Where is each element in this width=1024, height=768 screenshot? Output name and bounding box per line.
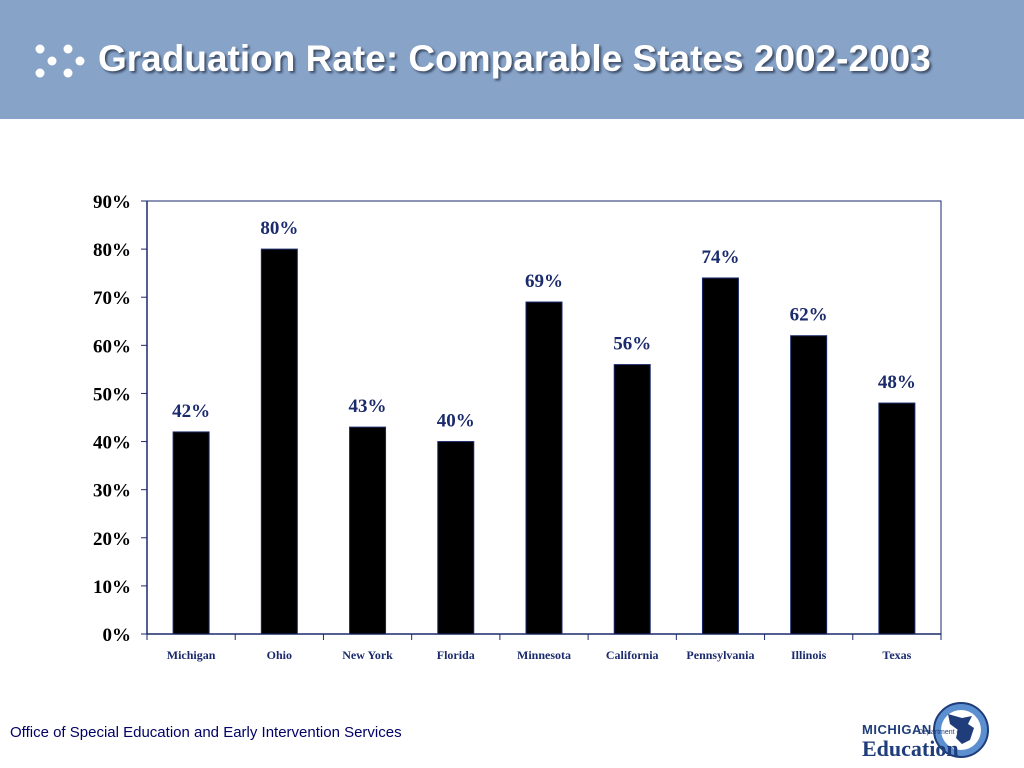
x-tick-label: Texas [882,648,911,662]
data-label: 74% [701,247,739,268]
y-tick-label: 60% [93,336,131,357]
y-tick-label: 90% [93,192,131,213]
bar-texas [878,402,916,635]
y-tick-label: 0% [103,625,132,646]
header-bar: Graduation Rate: Comparable States 2002-… [0,0,1024,119]
x-tick-label: Pennsylvania [686,648,754,662]
x-tick-label: Florida [437,648,475,662]
bar-michigan [172,431,210,635]
bullet-dots-icon [35,44,85,78]
bar-california [613,364,651,635]
bar-ohio [260,248,298,635]
michigan-state-icon [933,702,989,758]
data-label: 40% [437,411,475,432]
y-tick-label: 10% [93,577,131,598]
data-label: 43% [349,396,387,417]
y-tick-label: 30% [93,481,131,502]
michigan-education-logo: MICHIGAN Department of Education [858,700,998,764]
logo-line-department: Department of [918,729,963,736]
bar-florida [437,441,475,635]
logo-line-education: Education [862,736,959,761]
x-tick-label: Minnesota [517,648,571,662]
y-tick-label: 40% [93,433,131,454]
bar-minnesota [525,301,563,635]
data-label: 69% [525,271,563,292]
data-label: 42% [172,401,210,422]
y-tick-label: 70% [93,288,131,309]
x-tick-label: Ohio [267,648,292,662]
y-tick-label: 50% [93,384,131,405]
data-label: 48% [878,372,916,393]
logo-line-michigan: MICHIGAN [862,722,932,737]
y-tick-label: 80% [93,240,131,261]
x-tick-label: Illinois [791,648,827,662]
data-label: 56% [613,334,651,355]
y-tick-label: 20% [93,529,131,550]
x-tick-label: Michigan [167,648,216,662]
bar-new-york [349,426,387,635]
x-tick-label: New York [342,648,393,662]
x-tick-label: California [606,648,659,662]
footer-text: Office of Special Education and Early In… [10,724,402,741]
data-label: 62% [790,305,828,326]
data-label: 80% [260,218,298,239]
page-title: Graduation Rate: Comparable States 2002-… [98,38,931,79]
bar-pennsylvania [701,277,739,635]
bar-illinois [790,335,828,635]
